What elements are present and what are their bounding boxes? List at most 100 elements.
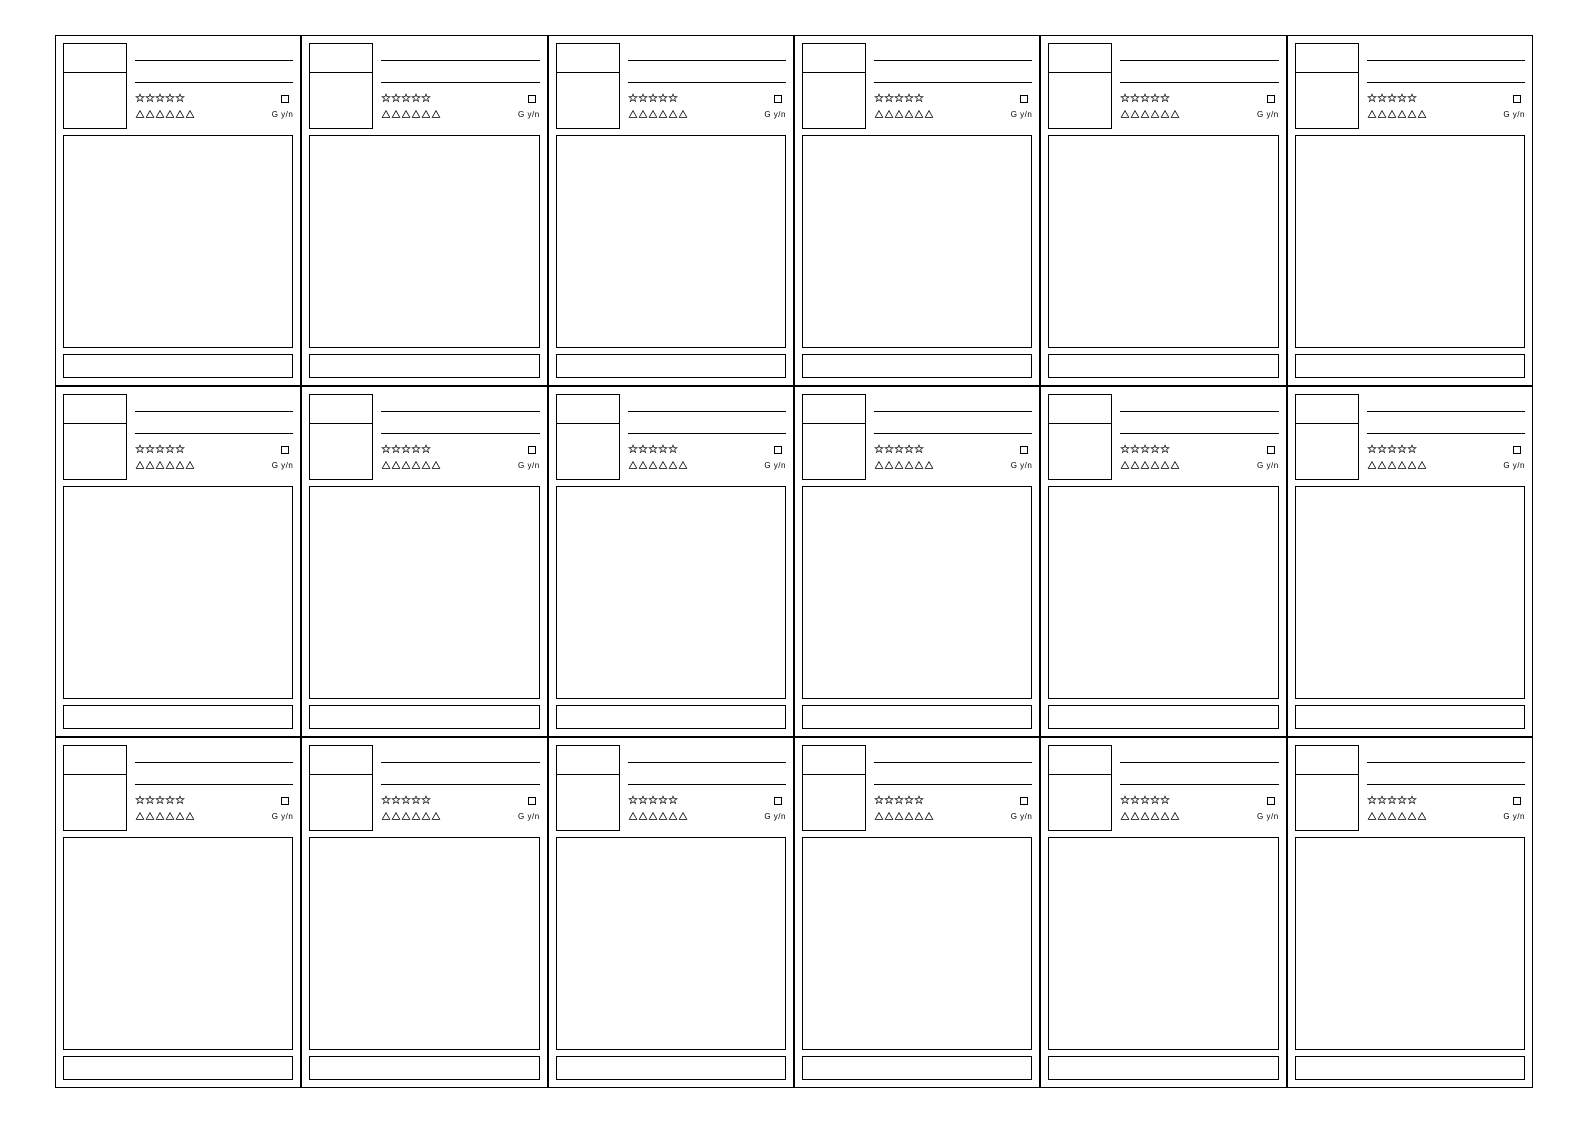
triangle-outline-icon[interactable] xyxy=(638,106,648,124)
checkbox[interactable] xyxy=(1020,797,1028,805)
checkbox[interactable] xyxy=(1513,95,1521,103)
title-line-1[interactable] xyxy=(381,749,539,763)
triangle-outline-icon[interactable] xyxy=(145,106,155,124)
main-content-box[interactable] xyxy=(1048,135,1278,348)
triangle-rating[interactable] xyxy=(874,457,934,475)
title-line-1[interactable] xyxy=(628,749,786,763)
footer-box[interactable] xyxy=(556,705,786,729)
triangle-rating[interactable] xyxy=(381,808,441,826)
triangle-outline-icon[interactable] xyxy=(155,106,165,124)
title-line-2[interactable] xyxy=(874,771,1032,785)
checkbox[interactable] xyxy=(1020,95,1028,103)
checkbox[interactable] xyxy=(1267,95,1275,103)
footer-box[interactable] xyxy=(1295,354,1525,378)
title-line-1[interactable] xyxy=(1120,749,1278,763)
triangle-outline-icon[interactable] xyxy=(1417,457,1427,475)
triangle-outline-icon[interactable] xyxy=(381,457,391,475)
checkbox[interactable] xyxy=(528,797,536,805)
triangle-outline-icon[interactable] xyxy=(628,808,638,826)
triangle-outline-icon[interactable] xyxy=(1170,457,1180,475)
triangle-outline-icon[interactable] xyxy=(145,457,155,475)
triangle-outline-icon[interactable] xyxy=(1150,808,1160,826)
triangle-outline-icon[interactable] xyxy=(1140,106,1150,124)
triangle-rating[interactable] xyxy=(874,808,934,826)
triangle-outline-icon[interactable] xyxy=(165,457,175,475)
triangle-outline-icon[interactable] xyxy=(411,457,421,475)
triangle-outline-icon[interactable] xyxy=(874,106,884,124)
triangle-outline-icon[interactable] xyxy=(401,808,411,826)
triangle-rating[interactable] xyxy=(135,106,195,124)
main-content-box[interactable] xyxy=(1048,837,1278,1050)
main-content-box[interactable] xyxy=(309,486,539,699)
triangle-rating[interactable] xyxy=(1367,106,1427,124)
triangle-outline-icon[interactable] xyxy=(884,106,894,124)
triangle-outline-icon[interactable] xyxy=(185,106,195,124)
triangle-outline-icon[interactable] xyxy=(1367,106,1377,124)
triangle-outline-icon[interactable] xyxy=(431,106,441,124)
title-line-1[interactable] xyxy=(1120,398,1278,412)
triangle-outline-icon[interactable] xyxy=(1397,457,1407,475)
title-line-1[interactable] xyxy=(135,398,293,412)
title-line-1[interactable] xyxy=(874,749,1032,763)
main-content-box[interactable] xyxy=(63,486,293,699)
checkbox[interactable] xyxy=(1513,446,1521,454)
triangle-outline-icon[interactable] xyxy=(401,457,411,475)
title-line-2[interactable] xyxy=(1120,69,1278,83)
triangle-outline-icon[interactable] xyxy=(668,808,678,826)
title-line-1[interactable] xyxy=(1367,398,1525,412)
triangle-outline-icon[interactable] xyxy=(411,808,421,826)
footer-box[interactable] xyxy=(1048,354,1278,378)
triangle-outline-icon[interactable] xyxy=(638,808,648,826)
footer-box[interactable] xyxy=(63,354,293,378)
triangle-outline-icon[interactable] xyxy=(1120,457,1130,475)
triangle-outline-icon[interactable] xyxy=(1407,808,1417,826)
footer-box[interactable] xyxy=(63,1056,293,1080)
footer-box[interactable] xyxy=(63,705,293,729)
footer-box[interactable] xyxy=(1048,705,1278,729)
triangle-outline-icon[interactable] xyxy=(1120,808,1130,826)
triangle-outline-icon[interactable] xyxy=(1387,106,1397,124)
triangle-outline-icon[interactable] xyxy=(1377,457,1387,475)
title-line-2[interactable] xyxy=(381,69,539,83)
triangle-outline-icon[interactable] xyxy=(1160,457,1170,475)
triangle-outline-icon[interactable] xyxy=(431,808,441,826)
main-content-box[interactable] xyxy=(556,837,786,1050)
main-content-box[interactable] xyxy=(1295,486,1525,699)
title-line-2[interactable] xyxy=(874,420,1032,434)
triangle-rating[interactable] xyxy=(1120,808,1180,826)
triangle-outline-icon[interactable] xyxy=(381,106,391,124)
title-line-1[interactable] xyxy=(135,749,293,763)
triangle-outline-icon[interactable] xyxy=(1170,106,1180,124)
title-line-2[interactable] xyxy=(381,420,539,434)
triangle-outline-icon[interactable] xyxy=(155,808,165,826)
checkbox[interactable] xyxy=(281,797,289,805)
title-line-1[interactable] xyxy=(381,398,539,412)
triangle-rating[interactable] xyxy=(628,808,688,826)
title-line-1[interactable] xyxy=(1367,47,1525,61)
triangle-outline-icon[interactable] xyxy=(668,106,678,124)
main-content-box[interactable] xyxy=(63,837,293,1050)
triangle-outline-icon[interactable] xyxy=(904,457,914,475)
triangle-outline-icon[interactable] xyxy=(135,106,145,124)
triangle-outline-icon[interactable] xyxy=(1140,808,1150,826)
triangle-outline-icon[interactable] xyxy=(638,457,648,475)
triangle-outline-icon[interactable] xyxy=(884,457,894,475)
triangle-outline-icon[interactable] xyxy=(185,808,195,826)
triangle-outline-icon[interactable] xyxy=(1377,808,1387,826)
title-line-2[interactable] xyxy=(1367,420,1525,434)
triangle-outline-icon[interactable] xyxy=(1130,457,1140,475)
triangle-rating[interactable] xyxy=(1367,457,1427,475)
triangle-outline-icon[interactable] xyxy=(648,808,658,826)
triangle-outline-icon[interactable] xyxy=(145,808,155,826)
footer-box[interactable] xyxy=(556,1056,786,1080)
footer-box[interactable] xyxy=(1295,705,1525,729)
title-line-1[interactable] xyxy=(628,398,786,412)
triangle-outline-icon[interactable] xyxy=(874,457,884,475)
triangle-outline-icon[interactable] xyxy=(391,106,401,124)
checkbox[interactable] xyxy=(1513,797,1521,805)
checkbox[interactable] xyxy=(774,797,782,805)
title-line-1[interactable] xyxy=(381,47,539,61)
triangle-outline-icon[interactable] xyxy=(421,457,431,475)
triangle-outline-icon[interactable] xyxy=(165,106,175,124)
checkbox[interactable] xyxy=(281,446,289,454)
